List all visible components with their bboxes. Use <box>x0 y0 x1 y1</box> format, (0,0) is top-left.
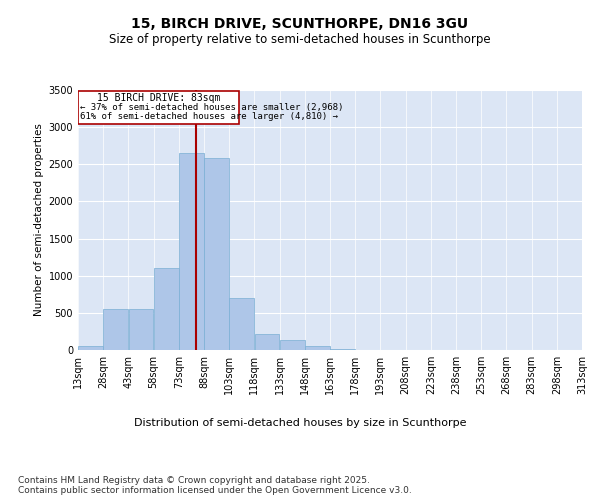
Bar <box>128 309 154 350</box>
Text: 61% of semi-detached houses are larger (4,810) →: 61% of semi-detached houses are larger (… <box>80 112 338 122</box>
Bar <box>254 334 280 350</box>
Text: Contains HM Land Registry data © Crown copyright and database right 2025.
Contai: Contains HM Land Registry data © Crown c… <box>18 476 412 495</box>
Bar <box>154 268 179 350</box>
Bar <box>103 309 128 350</box>
Bar <box>305 346 330 350</box>
Bar <box>229 298 254 350</box>
Bar <box>280 340 305 350</box>
Y-axis label: Number of semi-detached properties: Number of semi-detached properties <box>34 124 44 316</box>
Bar <box>179 153 204 350</box>
Text: 15, BIRCH DRIVE, SCUNTHORPE, DN16 3GU: 15, BIRCH DRIVE, SCUNTHORPE, DN16 3GU <box>131 18 469 32</box>
Bar <box>78 346 103 350</box>
Text: 15 BIRCH DRIVE: 83sqm: 15 BIRCH DRIVE: 83sqm <box>97 93 220 103</box>
Bar <box>204 158 229 350</box>
Text: Size of property relative to semi-detached houses in Scunthorpe: Size of property relative to semi-detach… <box>109 32 491 46</box>
Text: Distribution of semi-detached houses by size in Scunthorpe: Distribution of semi-detached houses by … <box>134 418 466 428</box>
FancyBboxPatch shape <box>78 90 239 124</box>
Text: ← 37% of semi-detached houses are smaller (2,968): ← 37% of semi-detached houses are smalle… <box>80 103 343 112</box>
Bar <box>330 348 355 350</box>
